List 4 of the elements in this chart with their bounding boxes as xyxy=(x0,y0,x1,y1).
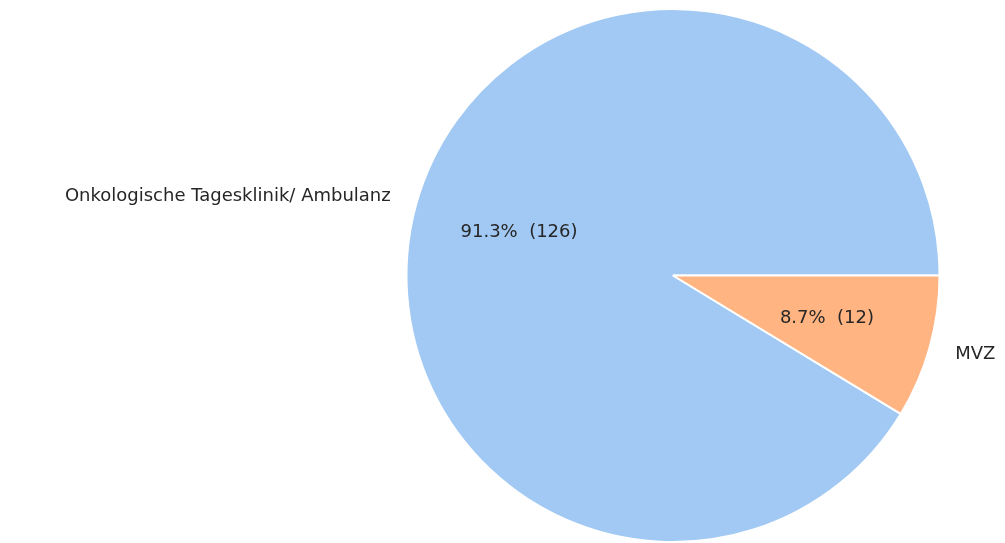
slice-label: Onkologische Tagesklinik/ Ambulanz xyxy=(64,184,391,206)
data-label: 8.7% (12) xyxy=(779,306,875,328)
data-label: 91.3% (126) xyxy=(460,220,578,242)
slice-label: MVZ xyxy=(955,342,996,364)
